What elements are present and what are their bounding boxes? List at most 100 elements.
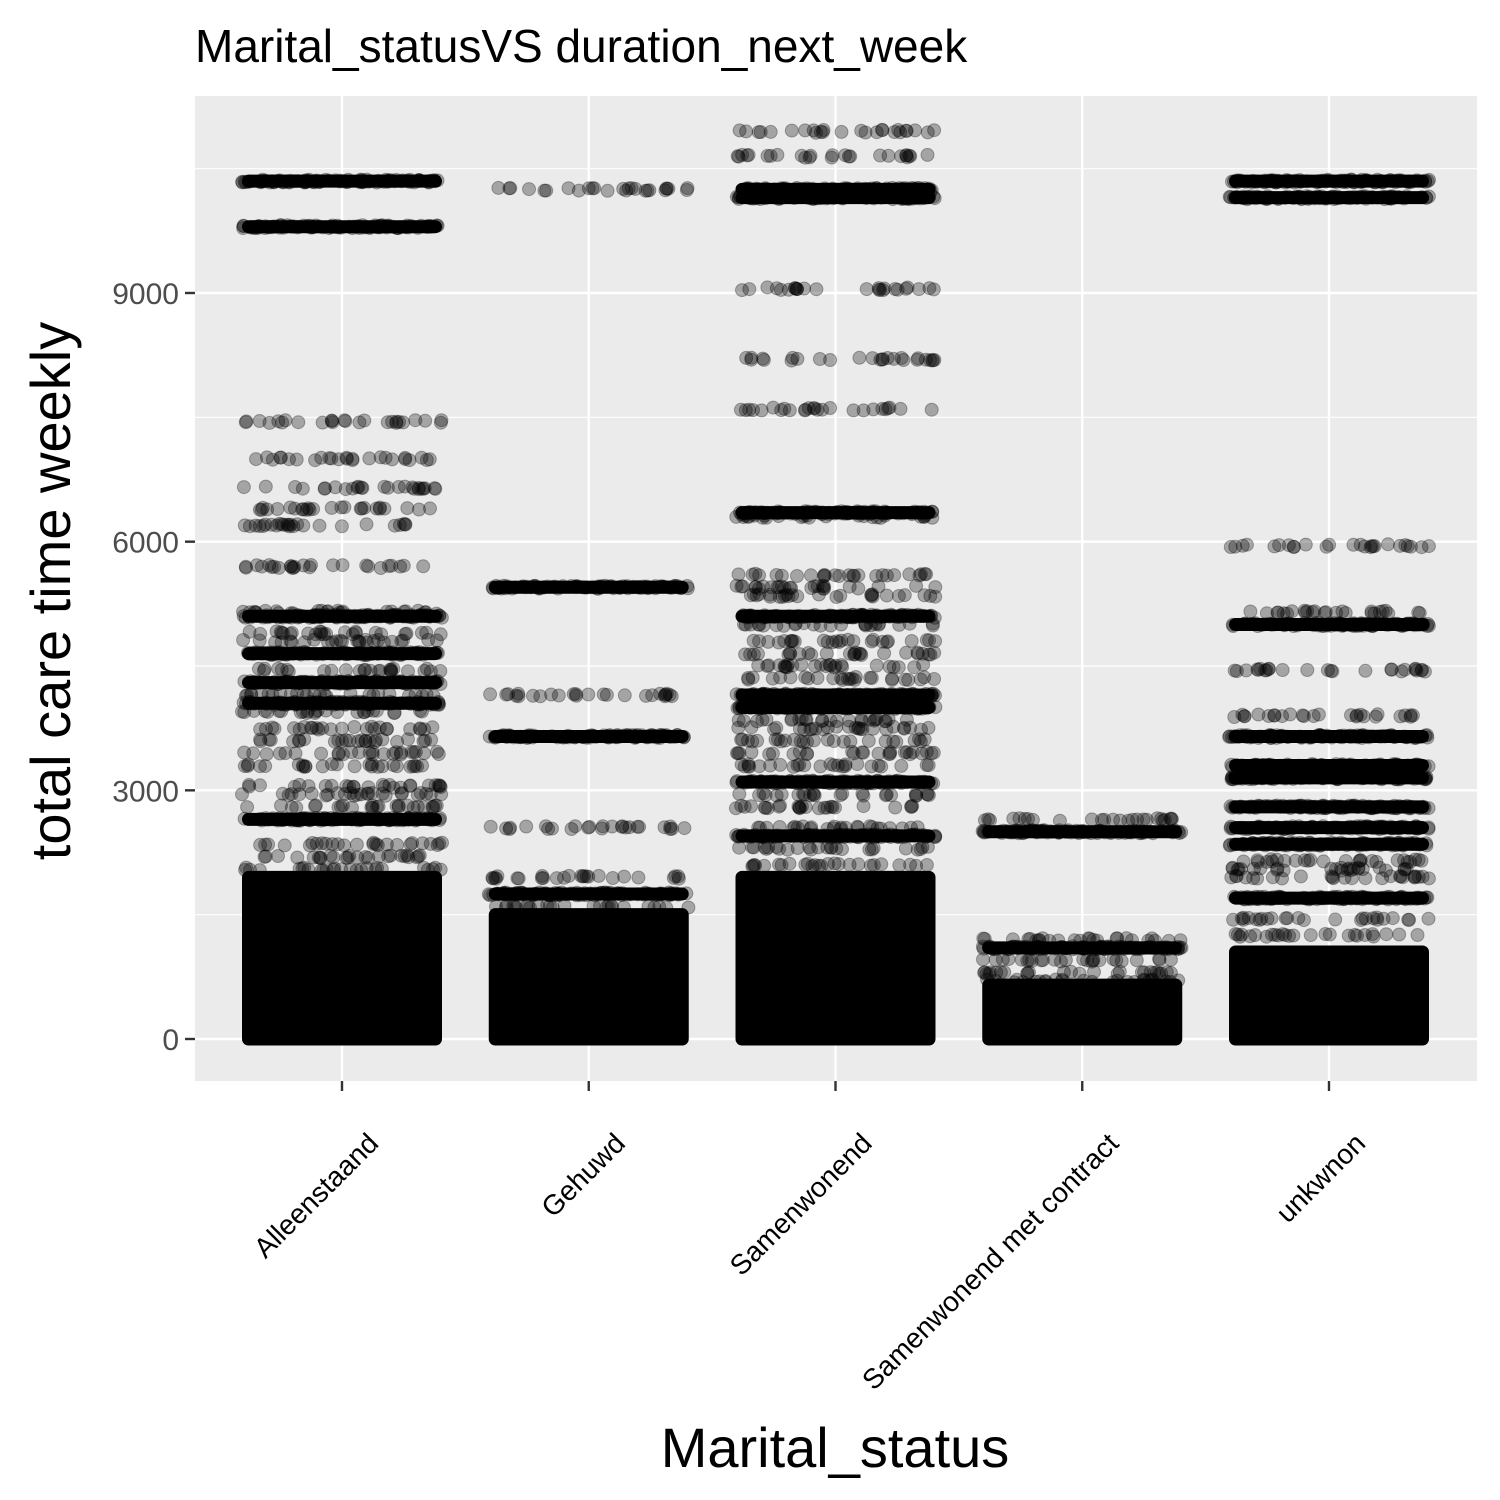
data-point [283, 517, 298, 532]
data-point [851, 820, 866, 835]
data-point [911, 282, 926, 297]
data-point [404, 608, 419, 623]
data-point [808, 608, 822, 622]
data-point [333, 676, 348, 691]
data-point [243, 695, 258, 709]
data-point [356, 674, 371, 689]
data-point [1343, 757, 1358, 772]
data-point [258, 837, 273, 852]
data-point [299, 689, 314, 704]
data-point [852, 350, 867, 365]
data-point [302, 813, 317, 827]
data-point [758, 800, 773, 815]
data-point [366, 634, 381, 648]
data-point [329, 812, 344, 827]
data-point [1421, 871, 1436, 886]
data-point [318, 811, 332, 825]
data-point [370, 799, 384, 814]
data-point [281, 788, 296, 803]
data-point [304, 811, 318, 826]
data-point [415, 688, 430, 703]
data-point [342, 848, 357, 863]
data-point [369, 674, 384, 689]
data-point [376, 747, 391, 762]
data-point [320, 697, 335, 712]
data-point [871, 758, 886, 773]
data-point [412, 608, 427, 623]
data-point [392, 414, 406, 429]
data-point [297, 674, 312, 689]
data-point [773, 505, 788, 520]
heavy-level-band [242, 609, 442, 623]
data-point [412, 645, 427, 660]
data-point [384, 609, 399, 624]
data-point [265, 720, 280, 735]
data-point [312, 608, 327, 623]
data-point [742, 282, 757, 297]
data-point [1272, 837, 1287, 852]
data-point [406, 759, 421, 774]
data-point [271, 661, 286, 676]
data-point [350, 787, 365, 802]
data-point [343, 695, 358, 710]
data-point [400, 798, 415, 813]
data-point [1256, 837, 1271, 851]
data-point [832, 687, 847, 702]
data-point [369, 501, 384, 516]
data-point [511, 871, 526, 886]
data-point [1084, 954, 1099, 969]
data-point [1399, 616, 1414, 631]
data-point [848, 506, 863, 521]
data-point [402, 810, 417, 825]
data-point [335, 645, 350, 660]
data-point [369, 674, 384, 689]
data-point [434, 610, 449, 625]
data-point [419, 453, 434, 467]
data-point [350, 810, 365, 825]
data-point [1304, 891, 1319, 906]
data-point [356, 647, 370, 661]
data-point [274, 635, 289, 650]
data-point [815, 701, 829, 716]
data-point [357, 663, 372, 678]
data-point [581, 687, 596, 702]
data-point [284, 813, 299, 828]
data-point [385, 674, 400, 689]
data-point [296, 759, 311, 774]
data-point [1113, 813, 1128, 828]
data-point [252, 675, 267, 690]
data-point [283, 812, 298, 826]
data-point [1318, 890, 1333, 905]
data-point [1303, 853, 1318, 867]
data-point [271, 648, 286, 662]
data-point [303, 220, 318, 235]
data-point [283, 634, 298, 649]
data-point [311, 722, 326, 737]
data-point [250, 675, 265, 690]
data-point [323, 811, 338, 825]
data-point [1032, 974, 1047, 989]
data-point [1339, 175, 1354, 190]
data-point [350, 674, 365, 689]
data-point [289, 452, 304, 467]
data-point [370, 861, 385, 875]
data-point [568, 579, 583, 594]
data-point [356, 648, 371, 663]
data-point [385, 695, 400, 710]
data-point [402, 453, 417, 468]
data-point [237, 674, 252, 689]
data-point [784, 123, 799, 138]
data-point [373, 561, 388, 575]
data-point [295, 481, 310, 496]
data-point [326, 697, 341, 712]
data-point [302, 502, 317, 517]
data-point [433, 627, 448, 642]
data-point [420, 608, 435, 623]
data-point [294, 674, 309, 689]
data-point [1307, 604, 1322, 619]
data-point [255, 500, 270, 515]
data-point [274, 646, 289, 661]
data-point [1342, 190, 1357, 205]
data-point [384, 664, 398, 679]
data-point [1277, 822, 1292, 837]
